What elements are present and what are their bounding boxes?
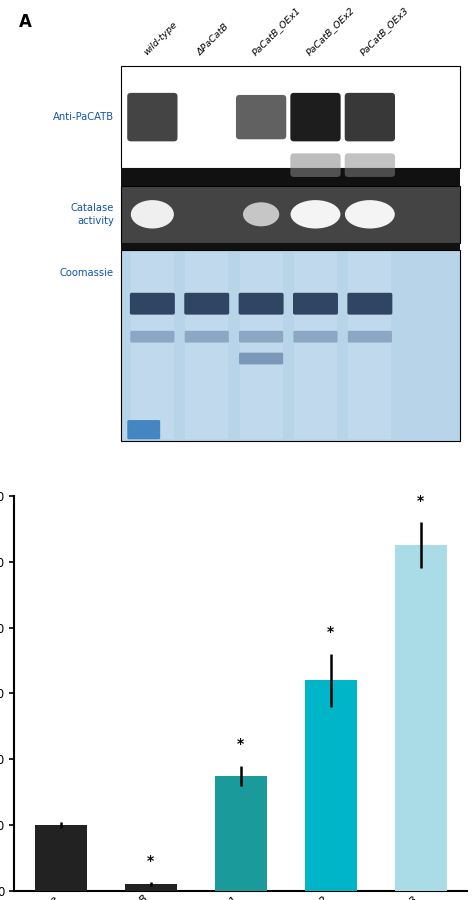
Text: *: * (237, 737, 244, 751)
Text: wild-type: wild-type (142, 20, 179, 57)
FancyBboxPatch shape (236, 94, 286, 140)
Text: PaCatB_OEx1: PaCatB_OEx1 (250, 5, 302, 57)
Bar (348, 252, 391, 439)
FancyBboxPatch shape (347, 292, 392, 315)
Text: Anti-PaCATB: Anti-PaCATB (53, 112, 114, 122)
Text: PaCatB_OEx2: PaCatB_OEx2 (304, 5, 356, 57)
Text: *: * (327, 626, 334, 639)
Bar (35, 825, 87, 891)
Bar (121, 168, 461, 186)
FancyBboxPatch shape (348, 331, 392, 343)
FancyBboxPatch shape (239, 331, 283, 343)
Text: Catalase
activity: Catalase activity (70, 203, 114, 226)
FancyBboxPatch shape (130, 331, 174, 343)
Bar (121, 186, 461, 243)
Bar (125, 885, 177, 891)
Bar (121, 250, 461, 442)
Ellipse shape (131, 200, 174, 229)
FancyBboxPatch shape (239, 353, 283, 364)
FancyBboxPatch shape (294, 331, 337, 343)
Text: Coomassie: Coomassie (60, 268, 114, 278)
FancyBboxPatch shape (345, 93, 395, 141)
FancyBboxPatch shape (127, 93, 177, 141)
Bar (215, 776, 267, 891)
FancyBboxPatch shape (239, 292, 284, 315)
Bar (131, 252, 174, 439)
FancyBboxPatch shape (130, 292, 175, 315)
Bar (121, 66, 461, 168)
Bar (395, 545, 447, 891)
Bar (185, 252, 228, 439)
FancyBboxPatch shape (185, 331, 229, 343)
FancyBboxPatch shape (290, 153, 341, 177)
Text: A: A (19, 14, 32, 32)
Bar (304, 680, 357, 891)
FancyBboxPatch shape (293, 292, 338, 315)
FancyBboxPatch shape (184, 292, 229, 315)
Ellipse shape (345, 200, 395, 229)
Ellipse shape (243, 202, 279, 226)
FancyBboxPatch shape (345, 153, 395, 177)
Text: PaCatB_OEx3: PaCatB_OEx3 (359, 5, 411, 57)
Text: ΔPaCatB: ΔPaCatB (196, 22, 231, 57)
FancyBboxPatch shape (127, 420, 160, 439)
FancyBboxPatch shape (290, 93, 341, 141)
Bar (294, 252, 337, 439)
Bar (121, 243, 461, 250)
Text: *: * (147, 854, 154, 868)
Bar (240, 252, 283, 439)
Ellipse shape (291, 200, 340, 229)
Text: *: * (417, 493, 424, 508)
